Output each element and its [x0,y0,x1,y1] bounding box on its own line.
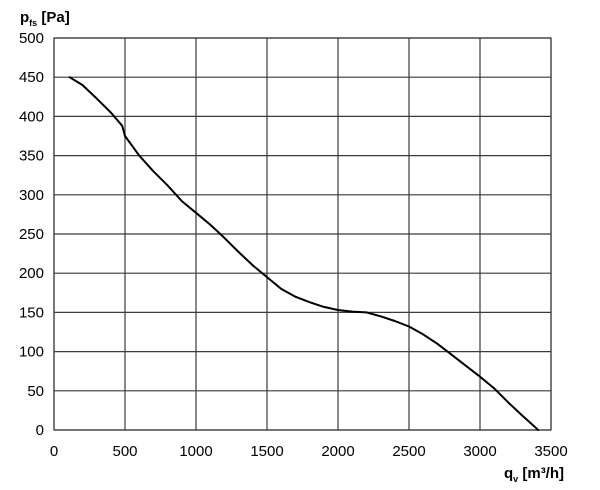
x-tick-label-7: 3500 [534,443,567,460]
y-tick-label-10: 500 [19,30,44,47]
x-axis-label-main: q [504,465,513,482]
x-tick-label-3: 1500 [250,443,283,460]
x-axis-label: qv [m³/h] [504,465,564,484]
x-axis-label-subscript: v [513,474,518,484]
y-tick-label-9: 450 [19,69,44,86]
y-axis-label-main: p [20,9,29,26]
x-axis-ticks: 0 500 1000 1500 2000 2500 3000 3500 [50,443,568,460]
x-tick-label-4: 2000 [321,443,354,460]
x-tick-label-2: 1000 [179,443,212,460]
y-tick-label-2: 100 [19,344,44,361]
x-tick-label-1: 500 [112,443,137,460]
y-tick-label-0: 0 [36,422,44,439]
x-tick-label-0: 0 [50,443,58,460]
x-axis-label-unit: [m³/h] [518,465,564,482]
series-line-0 [68,76,540,431]
y-tick-label-3: 150 [19,304,44,321]
y-tick-label-5: 250 [19,226,44,243]
y-tick-label-1: 50 [27,383,44,400]
y-axis-label-subscript: fs [29,18,37,28]
y-tick-label-8: 400 [19,108,44,125]
y-tick-label-7: 350 [19,148,44,165]
plot-area-frame [53,37,552,431]
x-tick-label-6: 3000 [463,443,496,460]
y-axis-ticks: 0 50 100 150 200 250 300 350 400 450 500 [19,30,44,439]
y-axis-label: pfs [Pa] [20,9,70,28]
grid [53,37,552,431]
y-axis-label-unit: [Pa] [37,9,70,26]
series-layer [68,76,540,431]
x-tick-label-5: 2500 [392,443,425,460]
y-tick-label-6: 300 [19,187,44,204]
y-tick-label-4: 200 [19,265,44,282]
